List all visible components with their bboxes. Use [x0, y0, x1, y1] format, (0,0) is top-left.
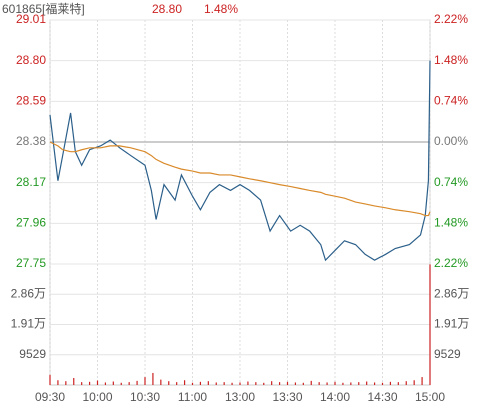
volume-bar — [247, 381, 249, 385]
volume-bar — [358, 382, 360, 385]
x-tick-label: 10:30 — [130, 390, 160, 404]
volume-tick-label: 2.86万 — [11, 286, 46, 300]
x-tick-label: 11:00 — [178, 390, 207, 404]
volume-bar — [294, 382, 297, 385]
volume-bar — [373, 382, 376, 385]
volume-bar — [278, 382, 281, 385]
volume-bar — [183, 380, 186, 385]
y-tick-label: 29.01 — [16, 12, 46, 26]
stock-change: 1.48% — [204, 2, 238, 16]
volume-bar — [310, 380, 312, 385]
volume-bar — [302, 382, 304, 385]
series-line — [49, 141, 431, 217]
y-tick-label: 27.96 — [16, 216, 46, 230]
volume-bar — [342, 382, 344, 385]
volume-bar — [152, 372, 154, 385]
volume-bar — [429, 264, 431, 385]
y-tick-label: 28.38 — [16, 134, 46, 148]
volume-bar — [405, 381, 407, 385]
frame — [49, 19, 431, 386]
x-tick-label: 10:00 — [82, 390, 112, 404]
y-tick-label: 27.75 — [16, 256, 46, 270]
volume-bar — [397, 382, 399, 385]
volume-bar — [231, 382, 233, 385]
volume-y2-tick-label: 1.91万 — [434, 317, 469, 331]
volume-bar — [136, 380, 138, 385]
volume-bar — [334, 381, 336, 385]
volume-bar — [421, 377, 423, 385]
volume-bar — [239, 382, 241, 385]
y2-tick-label: 2.22% — [434, 256, 468, 270]
volume-tick-label: 1.91万 — [11, 317, 46, 331]
stock-price: 28.80 — [152, 2, 182, 16]
volume-bar — [199, 381, 202, 385]
volume-bar — [286, 381, 289, 385]
stock-name: 601865[福莱特] — [2, 1, 85, 16]
y-tick-label: 28.17 — [16, 175, 46, 189]
volume-bar — [49, 374, 51, 385]
x-tick-label: 13:00 — [225, 390, 255, 404]
volume-bar — [81, 382, 83, 385]
y2-tick-label: 0.74% — [434, 94, 468, 108]
volume-bar — [112, 381, 114, 385]
x-tick-label: 14:00 — [320, 390, 350, 404]
y2-tick-label: 2.22% — [434, 12, 468, 26]
x-tick-label: 13:30 — [272, 390, 302, 404]
volume-bar — [144, 377, 146, 385]
volume-bar — [215, 382, 217, 385]
volume-bar — [207, 381, 209, 385]
y-tick-label: 28.59 — [16, 94, 46, 108]
y2-tick-label: 0.00% — [434, 134, 468, 148]
x-tick-label: 09:30 — [35, 390, 65, 404]
volume-bar — [318, 382, 320, 385]
volume-bar — [160, 379, 162, 385]
volume-bar — [191, 382, 194, 385]
volume-bar — [263, 382, 265, 385]
volume-bar — [88, 381, 91, 385]
volume-bar — [326, 382, 328, 385]
x-tick-label: 15:00 — [415, 390, 445, 404]
volume-bar — [350, 382, 352, 385]
volume-bar — [96, 380, 99, 385]
y2-tick-label: 1.48% — [434, 53, 468, 67]
volume-bar — [223, 382, 225, 385]
y2-tick-label: 1.48% — [434, 216, 468, 230]
volume-bar — [381, 382, 384, 385]
volume-bar — [65, 381, 67, 385]
volume-bar — [176, 382, 178, 385]
volume-bar — [168, 381, 170, 385]
volume-bar — [57, 380, 59, 385]
volume-y2-tick-label: 2.86万 — [434, 286, 469, 300]
volume-bar — [366, 381, 368, 385]
volume-bar — [389, 381, 392, 385]
volume-bar — [120, 382, 122, 385]
volume-bar — [255, 382, 257, 385]
y2-tick-label: 0.74% — [434, 175, 468, 189]
volume-y2-tick-label: 9529 — [434, 347, 461, 361]
volume-bar — [271, 381, 273, 385]
volume-bar — [73, 378, 75, 385]
volume-bar — [128, 382, 130, 385]
volume-bar — [413, 380, 415, 385]
volume-bar — [104, 382, 107, 385]
volume-tick-label: 9529 — [19, 347, 46, 361]
y-tick-label: 28.80 — [16, 53, 46, 67]
x-tick-label: 14:30 — [367, 390, 397, 404]
series-line — [49, 60, 431, 262]
